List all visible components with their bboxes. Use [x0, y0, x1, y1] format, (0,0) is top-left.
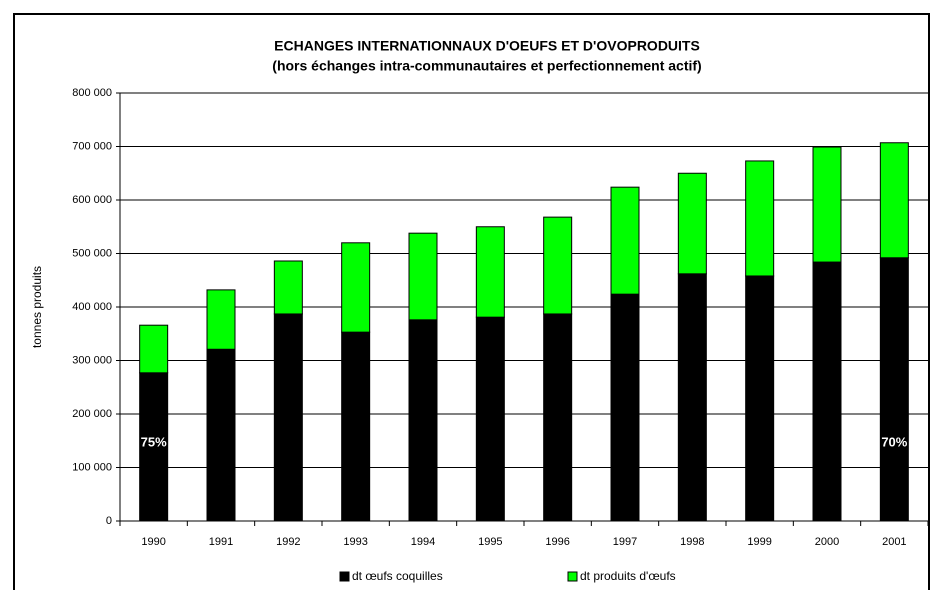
- annotation: 70%: [881, 434, 907, 449]
- bar-segment: [543, 313, 573, 522]
- chart-title: ECHANGES INTERNATIONNAUX D'OEUFS ET D'OV…: [274, 38, 700, 54]
- bar-segment: [745, 160, 775, 277]
- x-tick-label: 1999: [747, 536, 771, 548]
- bar-segment: [879, 142, 909, 259]
- bar-segment: [812, 146, 842, 263]
- frame: [13, 13, 930, 590]
- legend-label: dt œufs coquilles: [352, 569, 443, 583]
- y-axis-label: tonnes produits: [30, 266, 44, 348]
- x-tick-label: 1993: [343, 536, 367, 548]
- legend-swatch: [567, 571, 578, 582]
- bar-segment: [408, 319, 438, 522]
- x-tick-label: 1994: [411, 536, 435, 548]
- x-tick-label: 2000: [815, 536, 839, 548]
- x-tick-label: 1990: [141, 536, 165, 548]
- bar-segment: [206, 289, 236, 350]
- y-tick-label: 600 000: [72, 194, 112, 206]
- x-tick-label: 1991: [209, 536, 233, 548]
- y-tick-label: 500 000: [72, 247, 112, 259]
- bar-segment: [408, 232, 438, 321]
- annotation: 75%: [141, 434, 167, 449]
- x-tick-label: 2001: [882, 536, 906, 548]
- y-tick-label: 700 000: [72, 140, 112, 152]
- bar-segment: [745, 275, 775, 522]
- bar-segment: [543, 216, 573, 315]
- bar-segment: [475, 316, 505, 522]
- y-tick-label: 200 000: [72, 408, 112, 420]
- y-tick-label: 400 000: [72, 301, 112, 313]
- bar-segment: [677, 273, 707, 522]
- x-tick-label: 1998: [680, 536, 704, 548]
- bar-segment: [273, 313, 303, 522]
- y-tick-label: 800 000: [72, 87, 112, 99]
- bar-segment: [610, 186, 640, 295]
- bar-segment: [610, 293, 640, 522]
- bar-segment: [341, 331, 371, 522]
- bar-segment: [273, 260, 303, 315]
- bar-segment: [475, 226, 505, 318]
- x-tick-label: 1992: [276, 536, 300, 548]
- y-tick-label: 100 000: [72, 461, 112, 473]
- bar-segment: [812, 261, 842, 522]
- legend-swatch: [339, 571, 350, 582]
- bar-segment: [677, 172, 707, 275]
- bar-segment: [206, 348, 236, 522]
- bar-segment: [139, 324, 169, 374]
- bar-segment: [879, 257, 909, 522]
- x-tick-label: 1995: [478, 536, 502, 548]
- x-tick-label: 1997: [613, 536, 637, 548]
- y-tick-label: 0: [106, 515, 112, 527]
- legend-label: dt produits d'œufs: [580, 569, 676, 583]
- x-tick-label: 1996: [545, 536, 569, 548]
- chart-subtitle: (hors échanges intra-communautaires et p…: [272, 58, 701, 74]
- bar-segment: [341, 242, 371, 333]
- y-tick-label: 300 000: [72, 354, 112, 366]
